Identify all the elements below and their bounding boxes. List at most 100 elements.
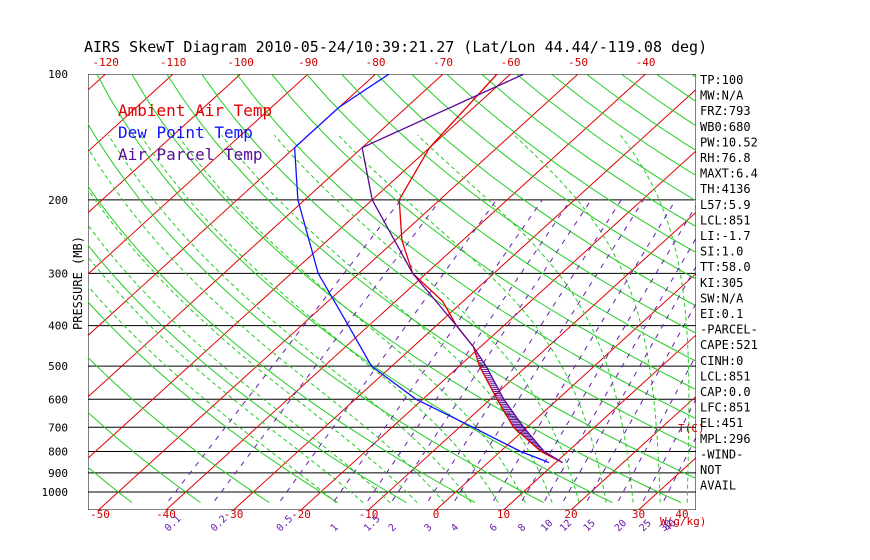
dry-adiabat-line xyxy=(166,74,696,479)
legend-entry: Air Parcel Temp xyxy=(118,145,263,164)
dry-adiabat-line xyxy=(446,74,696,254)
mixing-ratio-line xyxy=(427,199,622,502)
pressure-tick-label: 400 xyxy=(48,320,68,333)
stat-line: PW:10.52 xyxy=(700,135,758,149)
bottom-temp-ticks: -50 -40 -30 -20 -10 0 10 20 30 40 xyxy=(90,508,689,521)
mixing-ratio-line xyxy=(454,199,644,502)
top-temp-ticks: -120 -110 -100 -90 -80 -70 -60 -50 -40 xyxy=(92,56,655,69)
stat-line: FRZ:793 xyxy=(700,104,751,118)
isotherm-line xyxy=(300,150,696,510)
bottom-temp-tick-label: -40 xyxy=(156,508,176,521)
dry-adiabat-line xyxy=(411,74,696,280)
stat-line: CAP:0.0 xyxy=(700,385,751,399)
mixing-ratio-line xyxy=(214,199,441,502)
profile-line xyxy=(398,74,563,464)
top-temp-tick-label: -50 xyxy=(568,56,588,69)
dry-adiabat-line xyxy=(306,74,696,362)
mixing-ratio-tick-label: 8 xyxy=(516,522,528,534)
top-temp-tick-label: -100 xyxy=(227,56,254,69)
moist-adiabat-line xyxy=(108,134,472,503)
mixing-ratio-line xyxy=(493,199,677,502)
dry-adiabat-line xyxy=(0,74,63,503)
stat-line: CINH:0 xyxy=(700,354,743,368)
moist-adiabat-line xyxy=(177,134,526,503)
mixing-ratio-line xyxy=(521,204,696,502)
moist-adiabat-line xyxy=(88,224,391,503)
pressure-tick-label: 1000 xyxy=(42,486,69,499)
stat-line: WB0:680 xyxy=(700,120,751,134)
moist-adiabat-line xyxy=(88,256,364,503)
stat-line: CAPE:521 xyxy=(700,338,758,352)
isotherm-line xyxy=(503,334,696,510)
isotherm-line xyxy=(368,211,696,510)
dry-adiabat-line xyxy=(88,411,201,504)
mixing-ratio-line xyxy=(563,265,696,502)
stat-line: LFC:851 xyxy=(700,401,751,415)
bottom-mix-unit: W(g/kg) xyxy=(660,515,706,528)
dry-adiabat-line xyxy=(131,74,682,504)
mixing-ratio-tick-label: 3 xyxy=(423,522,435,534)
pressure-tick-label: 800 xyxy=(48,446,68,459)
bottom-temp-tick-label: 30 xyxy=(632,508,645,521)
moist-adiabat-line xyxy=(417,134,634,503)
dry-adiabat-line xyxy=(341,74,696,334)
stat-line: AVAIL xyxy=(700,479,736,493)
cape-hatch xyxy=(474,348,561,462)
moist-adiabat-line xyxy=(221,134,553,503)
y-axis-label: PRESSURE (MB) xyxy=(71,236,85,330)
mixing-ratio-line xyxy=(168,199,402,502)
stat-line: SW:N/A xyxy=(700,291,744,305)
stat-line: -WIND- xyxy=(700,447,743,461)
stat-line: NOT xyxy=(700,463,722,477)
legend-entry: Ambient Air Temp xyxy=(118,101,272,120)
pressure-tick-label: 200 xyxy=(48,194,68,207)
mixing-ratio-tick-label: 15 xyxy=(582,518,598,534)
stat-line: TT:58.0 xyxy=(700,260,751,274)
top-temp-tick-label: -40 xyxy=(636,56,656,69)
mixing-ratio-tick-label: 10 xyxy=(539,518,555,534)
stat-line: KI:305 xyxy=(700,276,743,290)
mixing-ratio-line xyxy=(618,354,696,502)
bottom-temp-tick-label: -10 xyxy=(359,508,379,521)
top-temp-tick-label: -80 xyxy=(366,56,386,69)
stat-line: LCL:851 xyxy=(700,213,751,227)
stat-line: L57:5.9 xyxy=(700,198,751,212)
legend-entry: Dew Point Temp xyxy=(118,123,253,142)
dry-adiabat-line xyxy=(376,74,696,307)
isotherm-line xyxy=(570,395,696,510)
pressure-tick-label: 700 xyxy=(48,421,68,434)
mixing-ratio-tick-label: 2 xyxy=(387,522,399,534)
stat-line: MPL:296 xyxy=(700,432,751,446)
isotherm-line xyxy=(774,74,870,510)
bottom-temp-unit: T(C) xyxy=(678,422,705,435)
top-temp-tick-label: -60 xyxy=(501,56,521,69)
stat-line: -PARCEL- xyxy=(700,323,758,337)
stat-line: LI:-1.7 xyxy=(700,229,751,243)
bottom-temp-tick-label: 40 xyxy=(675,508,688,521)
isotherm-line xyxy=(841,74,870,510)
stat-line: SI:1.0 xyxy=(700,245,743,259)
bottom-temp-tick-label: 10 xyxy=(497,508,510,521)
chart-title: AIRS SkewT Diagram 2010-05-24/10:39:21.2… xyxy=(84,38,707,56)
mixing-ratio-line xyxy=(279,199,497,502)
moist-adiabat-line xyxy=(338,134,607,503)
top-temp-tick-label: -70 xyxy=(433,56,453,69)
pressure-tick-label: 100 xyxy=(48,68,68,81)
mixing-ratio-line xyxy=(391,199,592,502)
mixing-ratio-line xyxy=(642,398,696,502)
pressure-ticks: 100 200 300 400 500 600 700 800 900 1000 xyxy=(42,68,69,499)
mixing-ratio-line xyxy=(544,237,696,502)
mixing-ratio-tick-label: 6 xyxy=(488,522,500,534)
legend: Ambient Air Temp Dew Point Temp Air Parcel… xyxy=(118,101,272,164)
dry-adiabat-line xyxy=(96,74,613,504)
mixing-ratio-tick-label: 1 xyxy=(329,522,341,534)
mixing-ratio-line xyxy=(586,302,696,502)
mixing-ratio-tick-label: 20 xyxy=(613,518,629,534)
top-temp-tick-label: -110 xyxy=(160,56,187,69)
profile-line xyxy=(361,74,563,464)
bottom-temp-tick-label: -20 xyxy=(291,508,311,521)
profiles-layer xyxy=(293,74,563,464)
stat-line: MW:N/A xyxy=(700,89,744,103)
isotherm-line xyxy=(435,272,696,510)
pressure-tick-label: 500 xyxy=(48,360,68,373)
